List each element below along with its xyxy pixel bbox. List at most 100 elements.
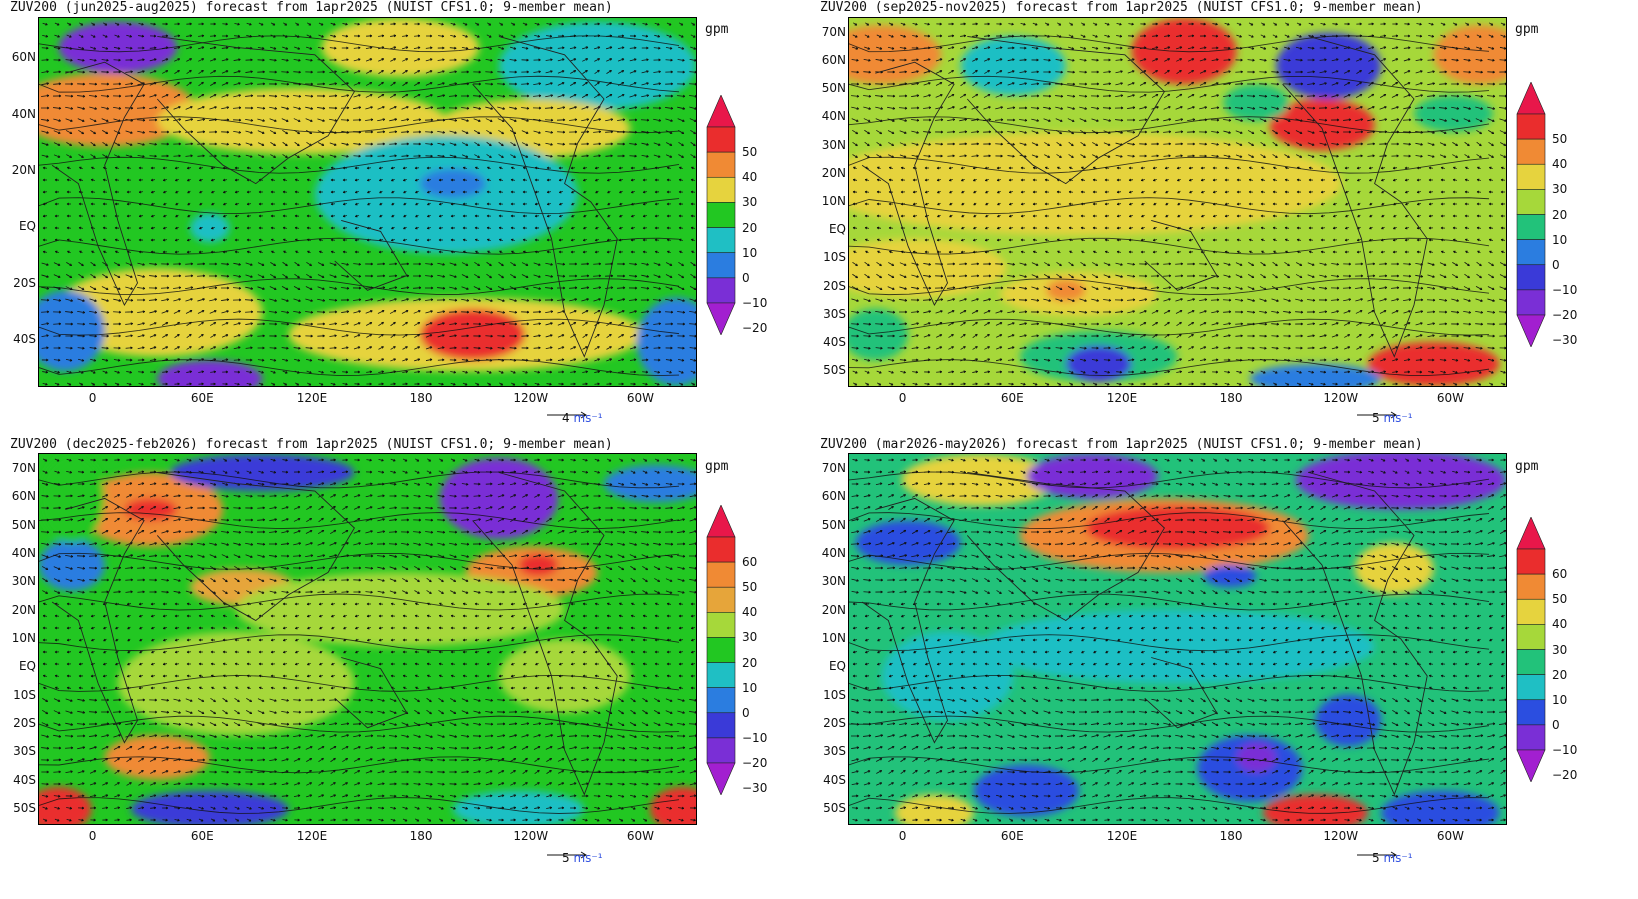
colorbar-segment: [1516, 598, 1546, 625]
anomaly-region: [1315, 694, 1382, 747]
longitude-label: 180: [1220, 391, 1243, 405]
units-label: gpm: [705, 22, 728, 37]
latitude-labels: 70N 60N 50N 40N 30N 20N 10N EQ 10S 20S 30S 40S 50S: [810, 453, 846, 823]
longitude-label: 120W: [513, 829, 548, 843]
streamlines: [849, 35, 1490, 377]
longitude-label: 60E: [191, 829, 214, 843]
colorbar-level-label: 40: [1552, 617, 1567, 631]
latitude-label: 70N: [822, 25, 846, 39]
map-plot-area: [848, 453, 1507, 825]
anomaly-region: [420, 308, 526, 361]
coastlines: [51, 472, 618, 796]
anomaly-region: [604, 465, 696, 503]
latitude-label: EQ: [19, 659, 36, 673]
anomaly-region: [960, 36, 1066, 96]
colorbar-level-label: 20: [742, 221, 757, 235]
colorbar-segment: [1516, 214, 1546, 240]
reference-vector-unit: ms⁻¹: [573, 851, 602, 865]
longitude-label: 120W: [1323, 829, 1358, 843]
colorbar-level-label: 20: [742, 656, 757, 670]
colorbar-level-label: 60: [742, 555, 757, 569]
anomaly-region: [980, 609, 1375, 684]
longitude-label: 60W: [627, 829, 654, 843]
colorbar-segment: [706, 561, 736, 588]
latitude-label: EQ: [829, 659, 846, 673]
latitude-label: 50N: [12, 518, 36, 532]
colorbar-swatches: [706, 94, 736, 336]
reference-vector-unit: ms⁻¹: [573, 411, 602, 425]
latitude-label: 30N: [822, 138, 846, 152]
anomaly-region: [439, 457, 559, 540]
latitude-label: 40N: [12, 107, 36, 121]
latitude-label: 20S: [823, 279, 846, 293]
colorbar-level-label: 0: [1552, 718, 1560, 732]
streamlines: [849, 471, 1490, 814]
anomaly-region: [650, 787, 696, 824]
colorbar-segment: [706, 176, 736, 203]
colorbar-segment: [1516, 699, 1546, 726]
latitude-label: 10S: [13, 688, 36, 702]
colorbar-level-label: 50: [742, 580, 757, 594]
colorbar-segment: [706, 277, 736, 304]
longitude-label: 0: [89, 391, 97, 405]
colorbar-level-label: −30: [742, 781, 767, 795]
anomaly-region: [321, 18, 480, 77]
colorbar-segment: [1516, 624, 1546, 650]
reference-vector: 5 ms⁻¹: [1356, 405, 1413, 425]
longitude-label: 120W: [513, 391, 548, 405]
longitude-label: 120E: [1107, 829, 1138, 843]
anomaly-region: [1433, 25, 1506, 85]
colorbar-top-triangle: [706, 94, 736, 128]
latitude-label: 60N: [822, 53, 846, 67]
colorbar-top-triangle: [1516, 516, 1546, 550]
anomaly-region: [157, 87, 447, 155]
latitude-label: 20N: [12, 603, 36, 617]
colorbar-level-label: −10: [742, 731, 767, 745]
colorbar-swatches: [706, 504, 736, 796]
longitude-label: 120E: [1107, 391, 1138, 405]
colorbar-segment: [1516, 163, 1546, 190]
anomaly-region: [190, 213, 230, 243]
colorbar-level-label: 50: [1552, 592, 1567, 606]
anomaly-region: [420, 168, 486, 199]
colorbar-level-label: 20: [1552, 208, 1567, 222]
anomaly-region: [1236, 742, 1277, 773]
longitude-label: 60E: [1001, 391, 1024, 405]
colorbar-bottom-triangle: [706, 762, 736, 796]
colorbar-level-label: 10: [742, 681, 757, 695]
colorbar-level-label: −20: [1552, 308, 1577, 322]
colorbar-segment: [706, 151, 736, 178]
longitude-label: 60W: [1437, 391, 1464, 405]
shaded-field: [849, 18, 1506, 386]
reference-vector-label: 4 ms⁻¹: [562, 411, 603, 425]
longitude-label: 120W: [1323, 391, 1358, 405]
reference-arrow-icon: [547, 851, 587, 859]
units-label: gpm: [1515, 459, 1538, 474]
anomaly-region: [849, 25, 941, 85]
longitude-label: 60W: [627, 391, 654, 405]
anomaly-region: [1381, 790, 1500, 824]
reference-vector-value: 5: [562, 851, 573, 865]
reference-vector: 4 ms⁻¹: [546, 405, 603, 425]
colorbar-level-label: 30: [1552, 643, 1567, 657]
latitude-label: 20N: [822, 166, 846, 180]
coastlines: [861, 35, 1428, 358]
anomaly-region: [636, 297, 696, 386]
latitude-labels: 70N 60N 50N 40N 30N 20N 10N EQ 10S 20S 30S 40S 50S: [810, 17, 846, 385]
colorbar-segment: [706, 536, 736, 563]
panel-title: ZUV200 (sep2025-nov2025) forecast from 1…: [820, 0, 1423, 15]
anomaly-region: [236, 572, 565, 647]
latitude-label: 30N: [822, 574, 846, 588]
colorbar-swatches: [1516, 81, 1546, 348]
colorbar-level-label: 10: [1552, 233, 1567, 247]
colorbar-level-label: −10: [1552, 743, 1577, 757]
latitude-label: 50S: [13, 801, 36, 815]
map-plot-area: [38, 453, 697, 825]
colorbar-bottom-triangle: [706, 302, 736, 336]
wind-vectors: [40, 22, 696, 386]
colorbar-level-label: −20: [742, 756, 767, 770]
coastlines: [861, 472, 1428, 796]
reference-vector-value: 4: [562, 411, 573, 425]
reference-vector: 5 ms⁻¹: [1356, 845, 1413, 865]
reference-arrow-icon: [547, 411, 587, 419]
